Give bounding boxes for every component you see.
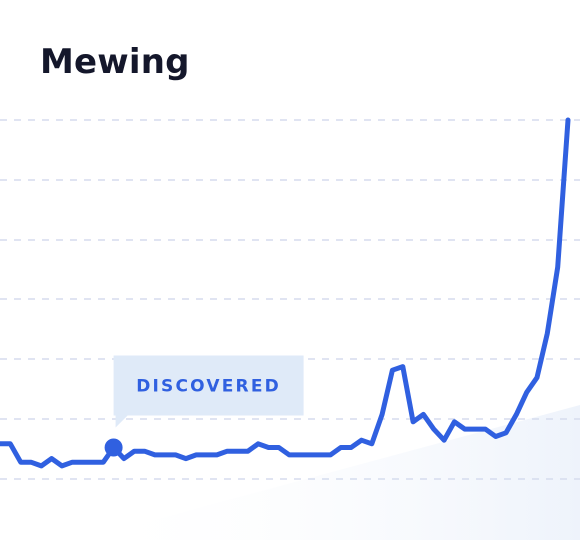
annotation-marker [104, 438, 123, 457]
grid-lines [0, 119, 580, 480]
discovered-annotation: DISCOVERED [104, 355, 304, 457]
trend-area [80, 405, 580, 540]
series-line [0, 117, 571, 469]
callout-box [113, 355, 304, 428]
chart-title: Mewing [40, 42, 190, 82]
callout-label: DISCOVERED [136, 377, 281, 397]
